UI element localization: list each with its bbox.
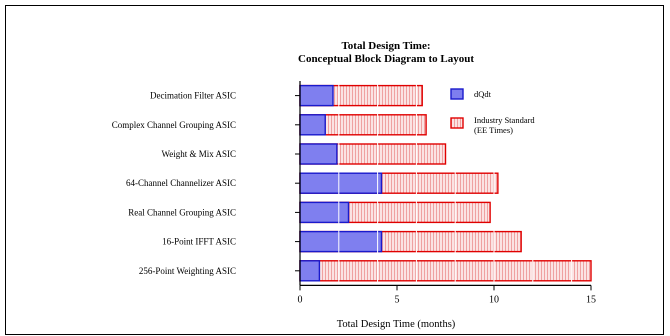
legend-swatch-dqdt: [450, 88, 464, 100]
category-label: Real Channel Grouping ASIC: [128, 207, 236, 217]
legend-label-dqdt: dQdt: [474, 89, 492, 99]
category-label: Complex Channel Grouping ASIC: [112, 120, 236, 130]
category-label: Weight & Mix ASIC: [161, 149, 236, 159]
bar-dqdt: [299, 230, 383, 253]
legend-label-eetimes: (EE Times): [474, 125, 513, 135]
chart-frame: Total Design Time: Conceptual Block Diag…: [5, 5, 664, 335]
chart-subtitle: Conceptual Block Diagram to Layout: [298, 53, 474, 65]
chart-title: Total Design Time:: [341, 40, 430, 52]
x-tick-label: 0: [298, 294, 303, 305]
x-tick-labels: 0 5 10 15: [298, 294, 597, 305]
bar-dqdt: [299, 260, 321, 282]
legend-swatch-industry: [450, 117, 464, 129]
bar-dqdt: [299, 172, 383, 194]
category-label: 256-Point Weighting ASIC: [139, 266, 236, 276]
bar-dqdt: [299, 201, 350, 224]
design-time-chart: Total Design Time: Conceptual Block Diag…: [112, 40, 597, 330]
category-label: Decimation Filter ASIC: [150, 91, 236, 101]
x-tick-label: 15: [586, 294, 596, 305]
category-label: 16-Point IFFT ASIC: [162, 237, 236, 247]
gridlines: [338, 81, 573, 286]
x-tick-label: 5: [395, 294, 400, 305]
axes: [295, 81, 592, 291]
bar-dqdt: [299, 114, 326, 136]
category-label: 64-Channel Channelizer ASIC: [126, 178, 236, 188]
bar-industry-standard: [299, 260, 592, 282]
x-tick-label: 10: [489, 294, 499, 305]
bar-dqdt: [299, 143, 338, 165]
legend-label-industry: Industry Standard: [474, 115, 535, 125]
bar-dqdt: [299, 84, 334, 107]
legend: dQdt Industry Standard (EE Times): [450, 88, 535, 135]
bars: [299, 84, 592, 282]
category-labels: Decimation Filter ASIC Complex Channel Gr…: [112, 91, 236, 276]
